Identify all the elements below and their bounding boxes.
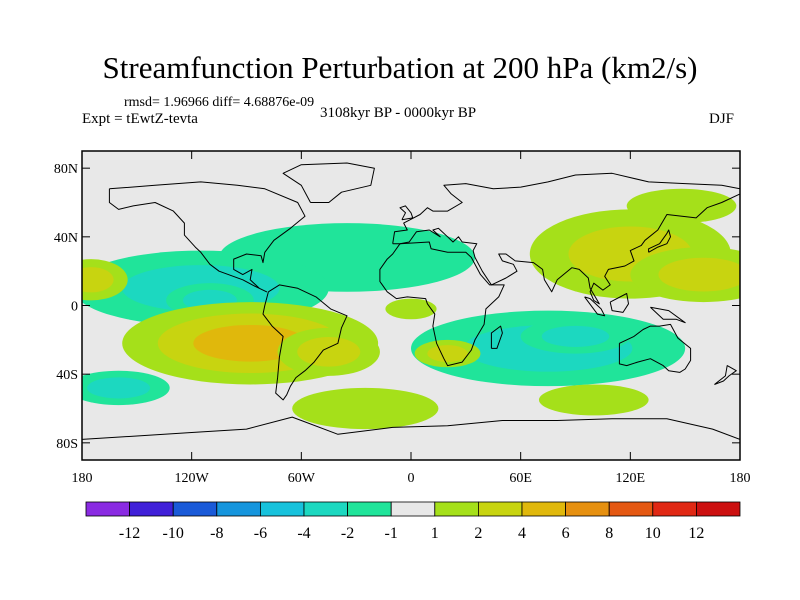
colorbar-box: [696, 501, 741, 517]
colorbar-box: [390, 501, 436, 517]
stats-label: rmsd= 1.96966 diff= 4.68876e-09: [124, 95, 315, 110]
colorbar-box: [652, 501, 697, 517]
colorbar-label: -1: [385, 525, 398, 542]
colorbar-label: 6: [562, 525, 570, 542]
colorbar-label: -10: [163, 525, 184, 542]
colorbar-box: [521, 501, 566, 517]
colorbar-box: [477, 501, 523, 517]
coastline-madagascar: [490, 325, 503, 349]
period-label: 3108kyr BP - 0000kyr BP: [320, 105, 477, 121]
y-tick-label: 40N: [54, 231, 78, 246]
anomaly-southern-africa-level-2: [427, 345, 468, 363]
colorbar-box: [172, 501, 218, 517]
colorbar-box: [85, 501, 130, 517]
y-tick-label: 0: [71, 300, 78, 315]
colorbar-box: [216, 501, 261, 517]
experiment-label: Expt = tEwtZ-tevta: [82, 111, 198, 127]
colorbar-label: -6: [254, 525, 267, 542]
colorbar-box: [347, 501, 392, 517]
x-tick-label: 180: [72, 471, 93, 486]
colorbar-label: -4: [297, 525, 310, 542]
coastline-uk: [399, 205, 414, 221]
coastline-south-america: [262, 284, 348, 401]
x-tick-label: 0: [408, 471, 415, 486]
colorbar-label: -8: [210, 525, 223, 542]
anomaly-indian-ocean-core-level-2: [541, 325, 610, 347]
colorbar-label: 8: [605, 525, 613, 542]
colorbar-label: 4: [518, 525, 526, 542]
anomaly-southern-ocean-atlantic-level-1: [292, 387, 439, 430]
coastline-sumatra: [584, 296, 606, 317]
colorbar-label: 10: [645, 525, 661, 542]
coastline-new-zealand: [714, 365, 737, 385]
y-tick-label: 40S: [56, 368, 78, 383]
colorbar-label: 1: [431, 525, 439, 542]
colorbar-box: [259, 501, 305, 517]
season-label: DJF: [709, 111, 735, 127]
anomaly-south-pacific-level-2: [87, 377, 151, 399]
colorbar-label: 2: [474, 525, 482, 542]
colorbar-label: 12: [688, 525, 704, 542]
coastline-australia: [618, 323, 692, 373]
anomaly-south-atlantic-level-2: [297, 337, 361, 367]
coastline-eurasia: [392, 172, 740, 305]
anomaly-northwest-pacific-level-2: [658, 257, 740, 292]
chart-title: Streamfunction Perturbation at 200 hPa (…: [102, 50, 698, 85]
coastline-new-guinea: [650, 306, 686, 324]
anomaly-west-pacific-level-2: [82, 267, 114, 293]
colorbar-box: [129, 501, 174, 517]
x-tick-label: 120W: [175, 471, 210, 486]
y-tick-label: 80N: [54, 162, 78, 177]
x-tick-label: 60E: [509, 471, 532, 486]
y-tick-label: 80S: [56, 437, 78, 452]
coastline-antarctica: [82, 416, 740, 440]
anomaly-central-africa-level-1: [385, 298, 437, 320]
colorbar-box: [303, 501, 348, 517]
coastline-japan: [648, 229, 671, 253]
colorbar-label: -12: [119, 525, 140, 542]
coastline-north-america: [108, 181, 306, 293]
colorbar-box: [434, 501, 479, 517]
x-tick-label: 120E: [616, 471, 646, 486]
colorbar-box: [608, 501, 654, 517]
anomaly-north-pacific-level-1: [626, 188, 737, 224]
colorbar-box: [565, 501, 610, 517]
x-tick-label: 60W: [288, 471, 316, 486]
coastline-borneo: [609, 293, 629, 313]
coastline-greenland: [282, 162, 375, 203]
anomaly-south-indian-ocean-level-1: [538, 384, 649, 416]
x-tick-label: 180: [730, 471, 751, 486]
coastline-africa: [379, 241, 505, 367]
colorbar-label: -2: [341, 525, 354, 542]
